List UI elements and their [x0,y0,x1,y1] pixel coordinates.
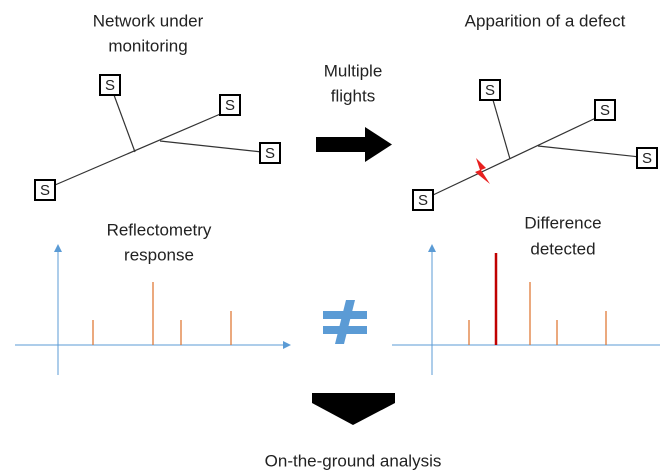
sensor-node: S [34,179,56,201]
right-title: Apparition of a defect [465,11,626,30]
left-response-1: Reflectometry [107,220,212,239]
node-label: S [40,182,50,199]
sensor-node: S [412,189,434,211]
node-box [594,99,616,121]
node-label: S [225,97,235,114]
sensor-node: S [594,99,616,121]
sensor-node: S [259,142,281,164]
sensor-node: S [636,147,658,169]
node-label: S [600,102,610,119]
node-label: S [642,150,652,167]
left-response-2: response [124,245,194,264]
node-label: S [418,192,428,209]
defect-bolt [475,158,490,184]
node-box [219,94,241,116]
node-box [412,189,434,211]
not-equal [323,300,367,344]
right-plot [392,244,660,375]
middle-label-1: Multiple [324,61,383,80]
left-title-2: monitoring [108,36,187,55]
sensor-node: S [99,74,121,96]
node-label: S [105,77,115,94]
bottom-label: On-the-ground analysis [265,451,442,470]
sensor-node: S [479,79,501,101]
node-box [99,74,121,96]
down-arrow [312,393,395,425]
node-box [636,147,658,169]
right-response-1: Difference [524,213,601,232]
node-label: S [265,145,275,162]
node-box [34,179,56,201]
node-label: S [485,82,495,99]
sensor-node: S [219,94,241,116]
node-box [479,79,501,101]
middle-label-2: flights [331,86,375,105]
left-title-1: Network under [93,11,204,30]
right-network [432,99,641,196]
right-response-2: detected [530,239,595,258]
right-arrow [316,127,392,162]
left-plot [15,244,291,375]
node-box [259,142,281,164]
left-network [54,94,263,186]
